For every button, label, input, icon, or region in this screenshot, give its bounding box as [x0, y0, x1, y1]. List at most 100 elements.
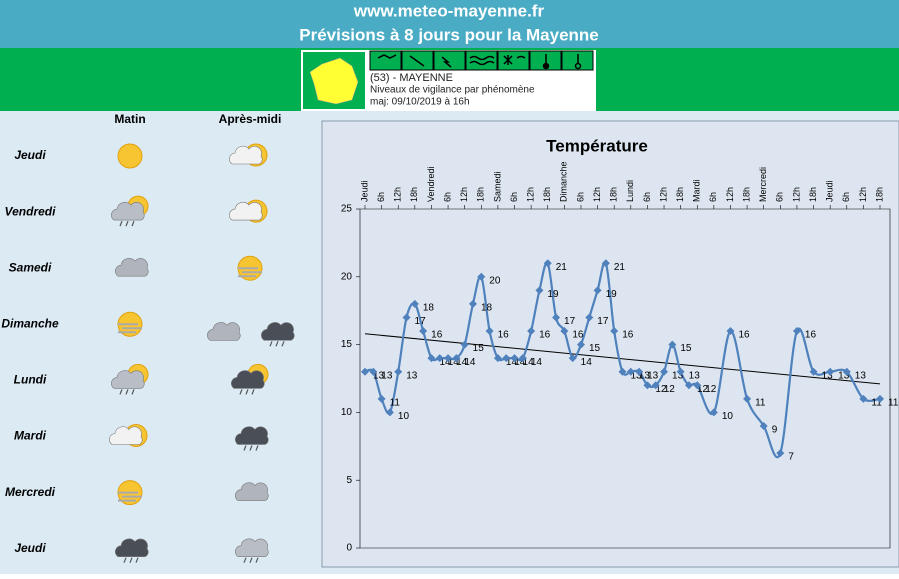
day-label: Mercredi — [5, 485, 56, 499]
fog — [118, 491, 142, 502]
cloud — [261, 322, 295, 341]
point-marker — [468, 299, 477, 308]
point-marker — [626, 367, 635, 376]
data-label: 16 — [431, 330, 443, 341]
y-tick-label: 5 — [346, 475, 352, 486]
data-label: 10 — [398, 411, 410, 422]
point-marker — [493, 354, 502, 363]
data-label: 13 — [406, 370, 418, 381]
point-marker — [593, 286, 602, 295]
data-label: 14 — [448, 357, 460, 368]
data-label: 16 — [622, 330, 634, 341]
y-tick-label: 25 — [341, 204, 353, 215]
point-marker — [535, 286, 544, 295]
vigilance-caption: Niveaux de vigilance par phénomène — [370, 85, 535, 96]
data-label: 14 — [456, 357, 468, 368]
data-label: 16 — [738, 330, 750, 341]
page-title: Prévisions à 8 jours pour la Mayenne — [299, 25, 599, 44]
point-marker — [684, 381, 693, 390]
x-tick-label: 12h — [791, 187, 801, 202]
cloud — [235, 426, 269, 445]
cloud — [207, 322, 241, 341]
x-tick-label: 6h — [708, 192, 718, 202]
point-marker — [361, 367, 369, 376]
cloud — [115, 258, 149, 277]
x-tick-label: 12h — [526, 187, 536, 202]
point-marker — [552, 313, 561, 322]
cloud — [109, 426, 143, 445]
point-marker — [743, 394, 752, 403]
data-label: 12 — [697, 384, 709, 395]
x-tick-label: 18h — [874, 187, 884, 202]
rain — [269, 341, 285, 347]
point-marker — [444, 354, 453, 363]
x-tick-label: 18h — [808, 187, 818, 202]
data-label: 18 — [481, 303, 493, 314]
data-label: 16 — [805, 330, 817, 341]
point-marker — [726, 327, 735, 336]
cloud — [231, 370, 265, 389]
point-marker — [635, 367, 644, 376]
data-label: 14 — [514, 357, 526, 368]
chart-area — [321, 120, 899, 568]
point-marker — [876, 394, 884, 403]
point-marker — [610, 327, 619, 336]
header-band — [0, 0, 899, 48]
data-label: 13 — [838, 370, 850, 381]
point-marker — [709, 408, 718, 417]
x-tick-label: Jeudi — [825, 180, 835, 202]
x-tick-label: 12h — [592, 187, 602, 202]
x-tick-label: 6h — [376, 192, 386, 202]
data-label: 13 — [647, 370, 659, 381]
x-tick-label: Dimanche — [559, 161, 569, 202]
data-label: 12 — [664, 384, 676, 395]
data-label: 13 — [631, 370, 643, 381]
x-tick-label: 18h — [542, 187, 552, 202]
day-label: Jeudi — [14, 541, 46, 555]
point-marker — [618, 367, 627, 376]
data-label: 14 — [581, 357, 593, 368]
weather-icons — [109, 143, 295, 563]
x-tick-label: Jeudi — [359, 180, 369, 202]
cloud — [235, 538, 269, 557]
data-label: 13 — [689, 370, 701, 381]
site-name: www.meteo-mayenne.fr — [353, 1, 545, 20]
data-label: 19 — [547, 289, 559, 300]
cloud — [111, 370, 145, 389]
x-tick-label: 6h — [642, 192, 652, 202]
point-marker — [385, 408, 394, 417]
point-marker — [510, 354, 519, 363]
x-tick-label: 12h — [459, 187, 469, 202]
data-label: 11 — [755, 397, 766, 408]
day-label: Samedi — [9, 260, 52, 274]
data-label: 13 — [672, 370, 684, 381]
x-tick-label: 18h — [609, 187, 619, 202]
data-label: 21 — [556, 262, 568, 273]
x-tick-label: 12h — [658, 187, 668, 202]
cloud — [229, 145, 263, 165]
rain — [119, 389, 135, 395]
point-marker — [643, 381, 652, 390]
data-label: 16 — [572, 330, 584, 341]
point-marker — [859, 394, 868, 403]
point-marker — [419, 327, 428, 336]
x-tick-label: 6h — [509, 192, 519, 202]
data-label: 11 — [888, 397, 899, 408]
vigilance-updated: maj: 09/10/2019 à 16h — [370, 97, 470, 108]
data-label: 20 — [489, 275, 501, 286]
data-label: 15 — [680, 343, 692, 354]
point-marker — [518, 354, 527, 363]
vigilance-department: (53) - MAYENNE — [370, 72, 453, 84]
x-tick-label: Mercredi — [758, 167, 768, 202]
point-marker — [693, 381, 702, 390]
y-tick-label: 20 — [341, 271, 353, 282]
day-label: Jeudi — [14, 148, 46, 162]
data-label: 17 — [597, 316, 609, 327]
point-marker — [776, 449, 785, 458]
point-marker — [576, 340, 585, 349]
point-marker — [527, 327, 536, 336]
cloud — [235, 482, 269, 501]
column-header: Après-midi — [219, 112, 282, 126]
cloud — [111, 201, 145, 221]
